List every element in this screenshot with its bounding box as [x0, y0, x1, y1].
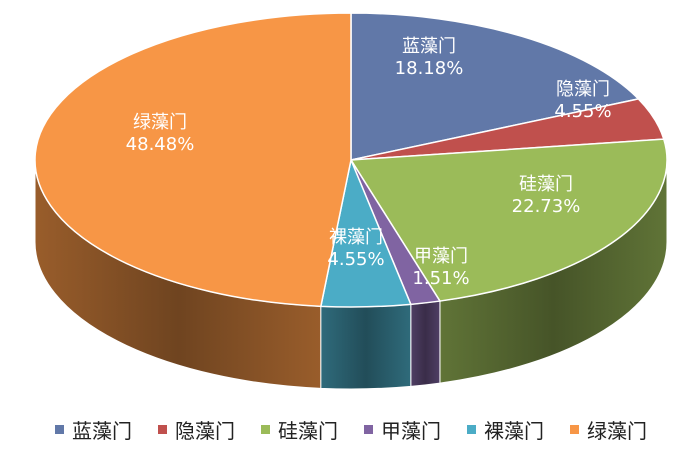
- legend-swatch: [467, 424, 476, 434]
- pie-slice-2: [349, 138, 668, 302]
- legend-swatch: [55, 424, 64, 434]
- legend-item-3: 甲藻门: [364, 415, 441, 444]
- legend-label: 隐藻门: [175, 418, 235, 443]
- pie-side-4: [320, 303, 412, 390]
- legend-swatch: [158, 424, 167, 434]
- slice-label-name-3: 甲藻门: [414, 246, 468, 267]
- slice-label-value-3: 1.51%: [412, 268, 469, 289]
- pie-slice-5: [34, 12, 352, 308]
- slice-label-value-2: 22.73%: [512, 196, 581, 217]
- slice-label-value-4: 4.55%: [327, 249, 384, 270]
- slice-label-name-1: 隐藻门: [556, 79, 610, 100]
- legend-item-1: 隐藻门: [158, 415, 235, 444]
- legend-label: 硅藻门: [278, 418, 338, 443]
- slice-label-value-0: 18.18%: [395, 58, 464, 79]
- legend-item-0: 蓝藻门: [55, 415, 132, 444]
- legend-label: 裸藻门: [484, 418, 544, 443]
- legend-swatch: [364, 424, 373, 434]
- slice-label-name-4: 裸藻门: [329, 227, 383, 248]
- legend-swatch: [261, 424, 270, 434]
- legend: 蓝藻门 隐藻门 硅藻门 甲藻门 裸藻门 绿藻门: [6, 412, 696, 446]
- slice-label-value-5: 48.48%: [126, 134, 195, 155]
- slice-label-value-1: 4.55%: [554, 101, 611, 122]
- legend-item-2: 硅藻门: [261, 415, 338, 444]
- legend-label: 甲藻门: [381, 418, 441, 443]
- slice-label-name-2: 硅藻门: [519, 174, 573, 195]
- legend-label: 绿藻门: [587, 418, 647, 443]
- legend-item-5: 绿藻门: [570, 415, 647, 444]
- pie-slice-0: [350, 12, 640, 161]
- legend-swatch: [570, 424, 579, 434]
- legend-label: 蓝藻门: [72, 418, 132, 443]
- legend-item-4: 裸藻门: [467, 415, 544, 444]
- pie-side-3: [410, 300, 441, 387]
- slice-label-name-0: 蓝藻门: [402, 36, 456, 57]
- slice-label-name-5: 绿藻门: [133, 112, 187, 133]
- pie-chart: 蓝藻门18.18%隐藻门4.55%硅藻门22.73%甲藻门1.51%裸藻门4.5…: [34, 12, 668, 390]
